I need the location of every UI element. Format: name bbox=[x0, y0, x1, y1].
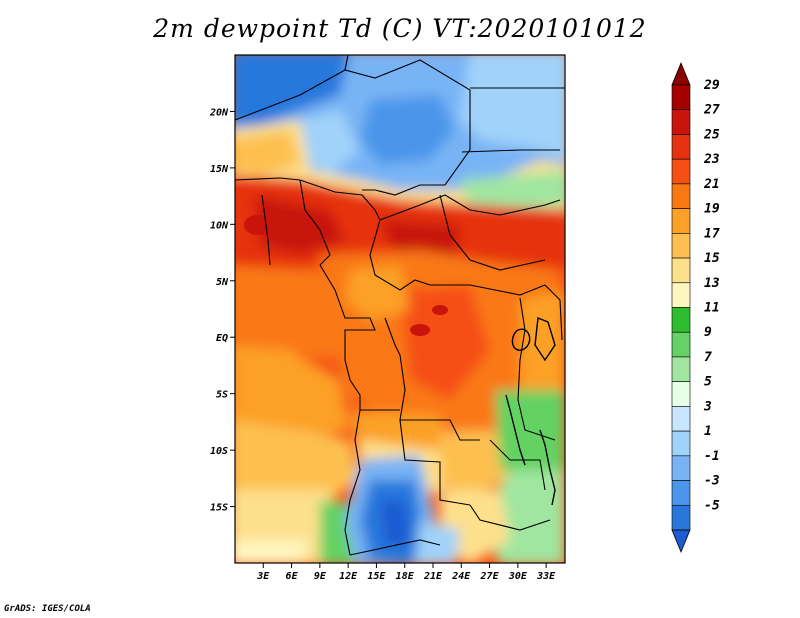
colorbar-swatch bbox=[671, 504, 691, 531]
colorbar-swatch bbox=[671, 233, 691, 259]
colorbar-label: 27 bbox=[703, 103, 720, 118]
colorbar-swatch bbox=[671, 307, 691, 333]
longitude-axis: 3E 6E 9E 12E 15E 18E 21E 24E 27E 30E 33E bbox=[256, 563, 556, 582]
colorbar-label: -3 bbox=[704, 474, 720, 489]
colorbar-label: 19 bbox=[704, 202, 720, 217]
colorbar-swatch bbox=[671, 257, 691, 284]
colorbar-label: 15 bbox=[704, 251, 720, 266]
lat-tick-label: 10S bbox=[210, 446, 228, 457]
colorbar-swatch bbox=[671, 406, 691, 432]
lat-tick-label: EQ bbox=[216, 333, 228, 344]
lat-tick-label: 15S bbox=[210, 503, 228, 514]
lat-tick-label: 10N bbox=[210, 220, 229, 231]
map-title: 2m dewpoint Td (C) VT:2020101012 bbox=[153, 14, 647, 43]
colorbar-label: 29 bbox=[703, 78, 720, 93]
colorbar-swatch bbox=[671, 331, 691, 358]
lat-tick-label: 15N bbox=[210, 164, 229, 175]
lon-tick-label: 15E bbox=[367, 571, 386, 582]
colorbar-label: 13 bbox=[704, 276, 720, 291]
colorbar-min-arrow bbox=[671, 529, 691, 554]
grads-credit: GrADS: IGES/COLA bbox=[4, 604, 91, 614]
colorbar-swatch bbox=[671, 183, 691, 209]
lon-tick-label: 21E bbox=[423, 571, 443, 582]
colorbar-label: 3 bbox=[703, 399, 712, 414]
colorbar-label: 5 bbox=[704, 375, 712, 390]
colorbar-label: 25 bbox=[703, 127, 720, 142]
lon-tick-label: 30E bbox=[508, 571, 528, 582]
colorbar-swatch bbox=[671, 109, 691, 135]
colorbar-label: 21 bbox=[703, 177, 720, 192]
colorbar-label: 23 bbox=[703, 152, 720, 167]
latitude-axis: 20N 15N 10N 5N EQ 5S 10S 15S bbox=[209, 107, 235, 514]
colorbar-max-arrow bbox=[671, 61, 691, 86]
colorbar-swatch bbox=[671, 381, 691, 407]
lon-tick-label: 12E bbox=[339, 571, 358, 582]
lon-tick-label: 18E bbox=[396, 571, 415, 582]
colorbar-swatch bbox=[671, 134, 691, 160]
colorbar-label: -1 bbox=[704, 449, 720, 464]
colorbar-label: 1 bbox=[704, 424, 712, 439]
colorbar-swatch bbox=[671, 480, 691, 506]
colorbar-swatch bbox=[671, 282, 691, 308]
colorbar-swatch bbox=[671, 455, 691, 481]
dewpoint-field bbox=[235, 55, 565, 563]
colorbar-swatch bbox=[671, 84, 691, 111]
lon-tick-label: 3E bbox=[256, 571, 270, 582]
colorbar-label: 7 bbox=[704, 350, 712, 365]
lat-tick-label: 5N bbox=[216, 277, 229, 288]
colorbar: 29 27 25 23 21 19 17 15 13 11 9 7 5 3 1 -1 -3 -5 bbox=[671, 61, 720, 554]
lon-tick-label: 9E bbox=[314, 571, 327, 582]
lon-tick-label: 27E bbox=[480, 571, 500, 582]
colorbar-label: 9 bbox=[704, 325, 712, 340]
colorbar-label: 11 bbox=[704, 301, 720, 316]
colorbar-label: 17 bbox=[704, 226, 720, 241]
lon-tick-label: 6E bbox=[286, 571, 299, 582]
lon-tick-label: 33E bbox=[536, 571, 556, 582]
colorbar-label: -5 bbox=[704, 498, 720, 513]
colorbar-swatch bbox=[671, 158, 691, 185]
lat-tick-label: 5S bbox=[216, 390, 228, 401]
colorbar-swatch bbox=[671, 356, 691, 382]
colorbar-swatch bbox=[671, 208, 691, 234]
lat-tick-label: 20N bbox=[209, 107, 229, 118]
plot-frame bbox=[234, 54, 566, 564]
lon-tick-label: 24E bbox=[451, 571, 471, 582]
colorbar-swatch bbox=[671, 430, 691, 457]
